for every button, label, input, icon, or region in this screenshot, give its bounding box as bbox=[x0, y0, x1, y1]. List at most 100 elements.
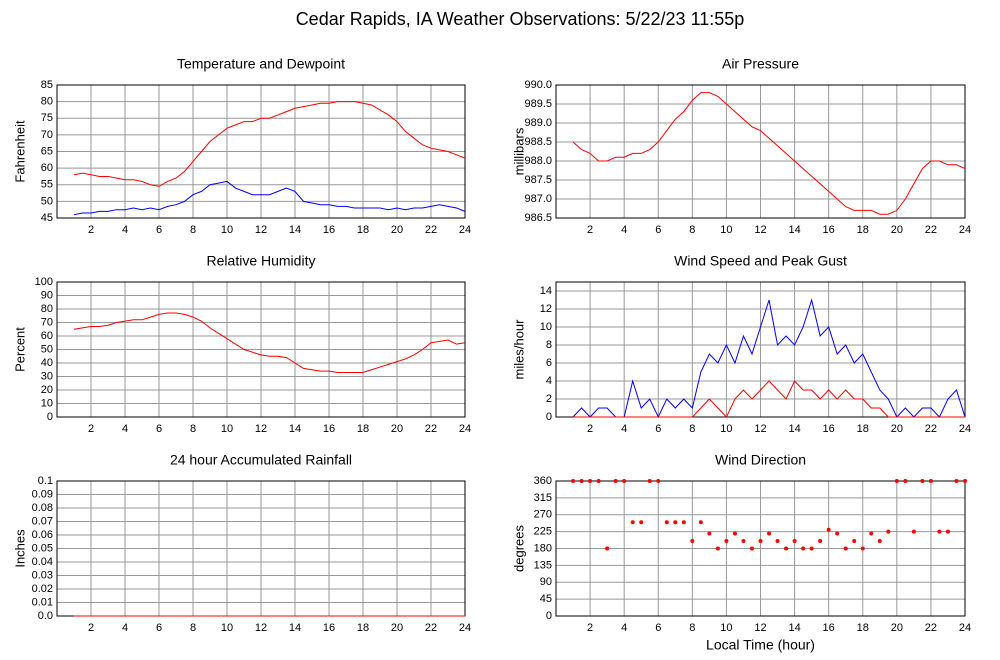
y-tick-label: 45 bbox=[41, 212, 53, 224]
x-tick-label: 10 bbox=[720, 423, 732, 435]
x-tick-label: 4 bbox=[122, 423, 128, 435]
x-tick-label: 8 bbox=[190, 622, 196, 634]
point bbox=[596, 479, 601, 483]
point bbox=[852, 539, 857, 543]
x-tick-label: 16 bbox=[323, 224, 335, 236]
x-tick-label: 16 bbox=[323, 622, 335, 634]
y-tick-label: 50 bbox=[41, 195, 53, 207]
x-tick-label: 24 bbox=[959, 622, 971, 634]
x-tick-label: 18 bbox=[857, 622, 869, 634]
point bbox=[809, 546, 814, 551]
x-tick-label: 12 bbox=[255, 622, 267, 634]
y-tick-label: 988.0 bbox=[524, 155, 552, 167]
x-tick-label: 6 bbox=[655, 622, 661, 634]
chart-title: Temperature and Dewpoint bbox=[177, 56, 345, 72]
plot-frame bbox=[555, 84, 966, 219]
series-line bbox=[572, 92, 966, 215]
y-tick-label: 270 bbox=[534, 509, 552, 521]
point bbox=[818, 539, 823, 543]
point bbox=[639, 520, 644, 525]
point bbox=[647, 479, 652, 483]
x-tick-label: 18 bbox=[357, 224, 369, 236]
y-tick-label: 987.0 bbox=[524, 193, 552, 205]
point bbox=[715, 546, 720, 551]
x-tick-label: 24 bbox=[459, 622, 471, 634]
series-line bbox=[572, 298, 966, 419]
y-tick-label: 10 bbox=[41, 397, 53, 409]
x-tick-label: 2 bbox=[587, 622, 593, 634]
x-tick-label: 20 bbox=[391, 224, 403, 236]
x-tick-label: 6 bbox=[655, 423, 661, 435]
x-tick-label: 12 bbox=[255, 423, 267, 435]
x-tick-label: 10 bbox=[221, 622, 233, 634]
y-tick-label: 0.08 bbox=[32, 502, 53, 514]
y-tick-label: 90 bbox=[540, 576, 552, 588]
y-tick-label: 0.04 bbox=[32, 556, 53, 568]
y-tick-label: 40 bbox=[41, 357, 53, 369]
point bbox=[843, 546, 848, 551]
y-tick-label: 0.02 bbox=[32, 583, 53, 595]
x-tick-label: 8 bbox=[689, 622, 695, 634]
x-tick-label: 16 bbox=[823, 224, 835, 236]
x-tick-label: 16 bbox=[823, 622, 835, 634]
y-tick-label: 85 bbox=[41, 79, 53, 91]
y-tick-label: 0.09 bbox=[32, 488, 53, 500]
x-tick-label: 4 bbox=[621, 224, 627, 236]
point bbox=[605, 546, 610, 551]
x-tick-label: 2 bbox=[88, 423, 94, 435]
y-tick-label: 0.01 bbox=[32, 596, 53, 608]
x-tick-label: 4 bbox=[621, 622, 627, 634]
x-tick-label: 6 bbox=[156, 224, 162, 236]
point bbox=[690, 539, 695, 543]
point bbox=[860, 546, 865, 551]
y-tick-label: 360 bbox=[534, 475, 552, 487]
point bbox=[945, 529, 950, 534]
y-tick-label: 0.03 bbox=[32, 569, 53, 581]
y-tick-label: 75 bbox=[41, 112, 53, 124]
y-tick-label: 988.5 bbox=[524, 136, 552, 148]
y-axis-label: Inches bbox=[12, 529, 27, 568]
y-tick-label: 989.0 bbox=[524, 117, 552, 129]
x-tick-label: 4 bbox=[621, 423, 627, 435]
point bbox=[877, 539, 882, 543]
point bbox=[749, 546, 754, 551]
point bbox=[784, 546, 789, 551]
point bbox=[613, 479, 618, 483]
y-tick-label: 0 bbox=[546, 610, 552, 622]
x-tick-label: 4 bbox=[122, 224, 128, 236]
point bbox=[767, 531, 772, 536]
x-tick-label: 2 bbox=[587, 423, 593, 435]
y-tick-label: 45 bbox=[540, 593, 552, 605]
x-tick-label: 12 bbox=[754, 224, 766, 236]
y-tick-label: 8 bbox=[546, 339, 552, 351]
y-tick-label: 315 bbox=[534, 492, 552, 504]
chart-title: Relative Humidity bbox=[207, 253, 316, 269]
y-tick-label: 135 bbox=[534, 559, 552, 571]
point bbox=[698, 520, 703, 525]
x-tick-label: 22 bbox=[425, 622, 437, 634]
y-tick-label: 10 bbox=[540, 321, 552, 333]
point bbox=[886, 529, 891, 534]
point bbox=[937, 529, 942, 534]
plot-frame bbox=[555, 281, 966, 418]
y-tick-label: 30 bbox=[41, 370, 53, 382]
y-tick-label: 65 bbox=[41, 145, 53, 157]
point bbox=[826, 527, 831, 532]
x-tick-label: 18 bbox=[357, 423, 369, 435]
y-tick-label: 990.0 bbox=[524, 79, 552, 91]
x-tick-label: 22 bbox=[425, 224, 437, 236]
y-tick-label: 0.0 bbox=[38, 610, 53, 622]
point bbox=[775, 539, 780, 543]
x-tick-label: 14 bbox=[289, 423, 301, 435]
y-tick-label: 14 bbox=[540, 285, 552, 297]
series-line bbox=[573, 380, 965, 418]
y-tick-label: 70 bbox=[41, 129, 53, 141]
y-tick-label: 80 bbox=[41, 303, 53, 315]
x-tick-label: 8 bbox=[689, 423, 695, 435]
y-axis-label: Fahrenheit bbox=[12, 120, 27, 183]
point bbox=[920, 479, 925, 483]
x-tick-label: 10 bbox=[221, 224, 233, 236]
point bbox=[588, 479, 593, 483]
point bbox=[835, 531, 840, 536]
